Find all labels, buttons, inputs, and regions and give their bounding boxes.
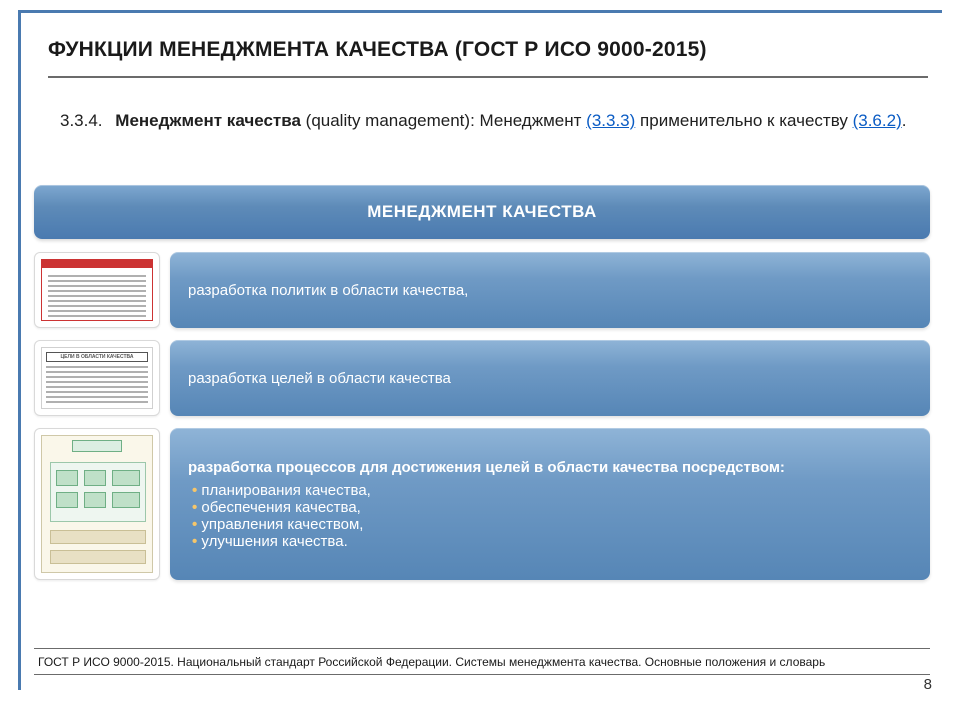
row-processes: разработка процессов для достижения целе…: [34, 428, 930, 580]
bullet-control: управления качеством,: [192, 516, 912, 533]
term-english: (quality management):: [306, 111, 475, 130]
ref-link-333[interactable]: (3.3.3): [586, 111, 635, 130]
term: Менеджмент качества: [115, 111, 301, 130]
diagram-icon: [41, 435, 153, 573]
def-tail1: Менеджмент: [480, 111, 582, 130]
thumb-goals-doc: ЦЕЛИ В ОБЛАСТИ КАЧЕСТВА: [34, 340, 160, 416]
def-tail2: применительно к качеству: [640, 111, 848, 130]
def-period: .: [902, 111, 907, 130]
slide-title: ФУНКЦИИ МЕНЕДЖМЕНТА КАЧЕСТВА (ГОСТ Р ИСО…: [48, 38, 928, 62]
bullet-planning: планирования качества,: [192, 482, 912, 499]
ref-link-362[interactable]: (3.6.2): [853, 111, 902, 130]
panel-goals-text: разработка целей в области качества: [188, 370, 912, 387]
document-icon: [41, 259, 153, 321]
bullet-assurance: обеспечения качества,: [192, 499, 912, 516]
document-icon: ЦЕЛИ В ОБЛАСТИ КАЧЕСТВА: [41, 347, 153, 409]
row-goals: ЦЕЛИ В ОБЛАСТИ КАЧЕСТВА разработка целей…: [34, 340, 930, 416]
clause-number: 3.3.4.: [60, 111, 103, 130]
panel-policy-text: разработка политик в области качества,: [188, 282, 912, 299]
thumb-policy-doc: [34, 252, 160, 328]
panel-goals: разработка целей в области качества: [170, 340, 930, 416]
main-header-block: МЕНЕДЖМЕНТ КАЧЕСТВА: [34, 185, 930, 239]
footer-citation: ГОСТ Р ИСО 9000-2015. Национальный станд…: [34, 648, 930, 675]
definition-paragraph: 3.3.4. Менеджмент качества (quality mana…: [60, 108, 910, 134]
process-bullets: планирования качества, обеспечения качес…: [188, 482, 912, 550]
panel-processes: разработка процессов для достижения целе…: [170, 428, 930, 580]
panel-processes-lead: разработка процессов для достижения целе…: [188, 459, 912, 476]
thumb-process-diagram: [34, 428, 160, 580]
bullet-improvement: улучшения качества.: [192, 533, 912, 550]
panel-policy: разработка политик в области качества,: [170, 252, 930, 328]
thumb-caption: ЦЕЛИ В ОБЛАСТИ КАЧЕСТВА: [46, 352, 148, 362]
page-number: 8: [924, 676, 932, 693]
title-bar: ФУНКЦИИ МЕНЕДЖМЕНТА КАЧЕСТВА (ГОСТ Р ИСО…: [48, 38, 928, 78]
main-header-text: МЕНЕДЖМЕНТ КАЧЕСТВА: [367, 202, 597, 222]
row-policy: разработка политик в области качества,: [34, 252, 930, 328]
